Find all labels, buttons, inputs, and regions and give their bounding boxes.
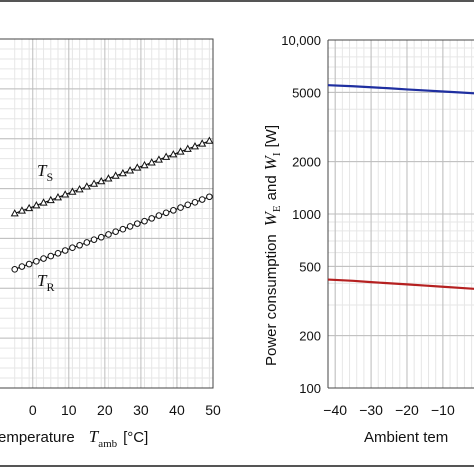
right-y-tick-label: 100 bbox=[299, 381, 321, 396]
right-y-tick-label: 1000 bbox=[292, 207, 321, 222]
right-power-chart: 10,000 5000 2000 1000 500 200 100 −40 −30 −20 −10… bbox=[261, 33, 474, 446]
left-circle-marker bbox=[83, 239, 91, 246]
left-x-tick-label: 30 bbox=[133, 402, 149, 418]
left-triangle-marker bbox=[25, 203, 34, 212]
left-triangle-marker bbox=[75, 184, 84, 193]
right-x-tick-label: −10 bbox=[431, 402, 455, 418]
right-y-tick-label: 200 bbox=[299, 329, 321, 344]
right-x-axis-label: Ambient tem bbox=[364, 429, 448, 446]
right-y-tick-label: 10,000 bbox=[281, 33, 321, 48]
left-triangle-marker bbox=[162, 152, 171, 160]
left-triangle-marker bbox=[190, 142, 200, 150]
left-circle-marker bbox=[148, 215, 156, 222]
left-triangle-marker bbox=[104, 174, 113, 182]
left-triangle-marker bbox=[46, 195, 55, 204]
left-circle-marker bbox=[206, 193, 213, 201]
left-series-line-0 bbox=[14, 140, 210, 215]
right-x-tick-labels: −40 −30 −20 −10 bbox=[323, 402, 455, 418]
left-x-tick-label: 40 bbox=[169, 402, 185, 418]
left-circle-marker bbox=[126, 223, 134, 230]
left-circle-marker bbox=[198, 196, 206, 203]
right-x-tick-label: −20 bbox=[395, 402, 419, 418]
left-plot-frame bbox=[0, 38, 214, 389]
left-circle-marker bbox=[112, 228, 119, 235]
left-triangle-marker bbox=[183, 144, 192, 152]
left-x-tick-label: 50 bbox=[205, 402, 221, 418]
right-series-line-0 bbox=[327, 84, 474, 95]
left-circle-marker bbox=[33, 258, 40, 265]
left-circle-marker bbox=[76, 241, 83, 249]
left-circle-marker bbox=[54, 249, 62, 257]
left-triangle-marker bbox=[169, 150, 178, 158]
left-triangle-marker bbox=[126, 166, 135, 174]
left-triangle-marker bbox=[10, 209, 19, 217]
left-circle-marker bbox=[61, 247, 69, 254]
right-y-tick-label: 2000 bbox=[292, 155, 321, 170]
left-series-line-1 bbox=[14, 196, 210, 270]
left-triangle-marker bbox=[118, 168, 127, 177]
left-x-axis-label: emperature Tamb [°C] bbox=[0, 427, 148, 450]
right-x-tick-label: −30 bbox=[359, 402, 383, 418]
label-ts: TS bbox=[37, 161, 53, 184]
left-circle-marker bbox=[119, 225, 127, 233]
left-circle-marker bbox=[105, 231, 112, 238]
left-triangle-marker bbox=[17, 206, 26, 214]
left-x-tick-labels: 0 10 20 30 40 50 bbox=[29, 402, 221, 418]
left-circle-marker bbox=[69, 244, 76, 252]
left-minor-grid bbox=[0, 39, 213, 388]
right-x-tick-label: −40 bbox=[323, 402, 347, 418]
left-circle-marker bbox=[170, 207, 177, 214]
left-triangle-marker bbox=[39, 198, 48, 206]
left-circle-marker bbox=[90, 236, 98, 243]
left-triangle-marker bbox=[68, 187, 77, 195]
left-circle-marker bbox=[177, 204, 184, 211]
right-y-axis-label: Power consumptionWEandWI[W] bbox=[261, 125, 283, 366]
left-circle-marker bbox=[162, 209, 170, 217]
left-triangle-marker bbox=[140, 160, 149, 169]
left-x-tick-label: 10 bbox=[61, 402, 77, 418]
left-circle-marker bbox=[141, 217, 148, 225]
left-triangle-marker bbox=[205, 136, 214, 144]
left-triangle-marker bbox=[133, 163, 142, 171]
left-triangle-marker bbox=[32, 201, 41, 209]
left-triangle-marker bbox=[61, 190, 70, 198]
right-series-line-1 bbox=[327, 278, 474, 290]
left-circle-marker bbox=[40, 255, 47, 262]
left-temperature-chart: 0 10 20 30 40 50 TS TR emperature Tamb [°C] bbox=[0, 38, 221, 450]
left-circle-marker bbox=[184, 201, 192, 209]
left-circle-marker bbox=[47, 252, 55, 260]
left-circle-marker bbox=[191, 199, 199, 206]
right-y-tick-labels: 10,000 5000 2000 1000 500 200 100 bbox=[281, 33, 321, 396]
left-triangle-marker bbox=[82, 182, 91, 190]
left-circle-marker bbox=[11, 266, 19, 273]
right-y-tick-label: 500 bbox=[299, 259, 321, 274]
left-triangle-marker bbox=[97, 176, 106, 185]
left-circle-marker bbox=[133, 220, 141, 227]
left-triangle-marker bbox=[176, 147, 185, 155]
left-circle-marker bbox=[25, 260, 33, 268]
left-circle-marker bbox=[97, 233, 105, 241]
label-tr: TR bbox=[37, 271, 54, 294]
right-series-group bbox=[327, 84, 474, 290]
right-y-tick-label: 5000 bbox=[292, 85, 321, 100]
left-series-group bbox=[10, 136, 214, 273]
left-triangle-marker bbox=[154, 155, 163, 163]
left-triangle-marker bbox=[53, 193, 63, 201]
left-triangle-marker bbox=[198, 139, 207, 147]
left-x-tick-label: 0 bbox=[29, 402, 37, 418]
left-triangle-marker bbox=[89, 179, 99, 187]
left-circle-marker bbox=[155, 212, 163, 219]
left-triangle-marker bbox=[111, 171, 120, 179]
left-triangle-marker bbox=[147, 158, 156, 166]
left-circle-marker bbox=[18, 263, 26, 270]
left-x-tick-label: 20 bbox=[97, 402, 113, 418]
